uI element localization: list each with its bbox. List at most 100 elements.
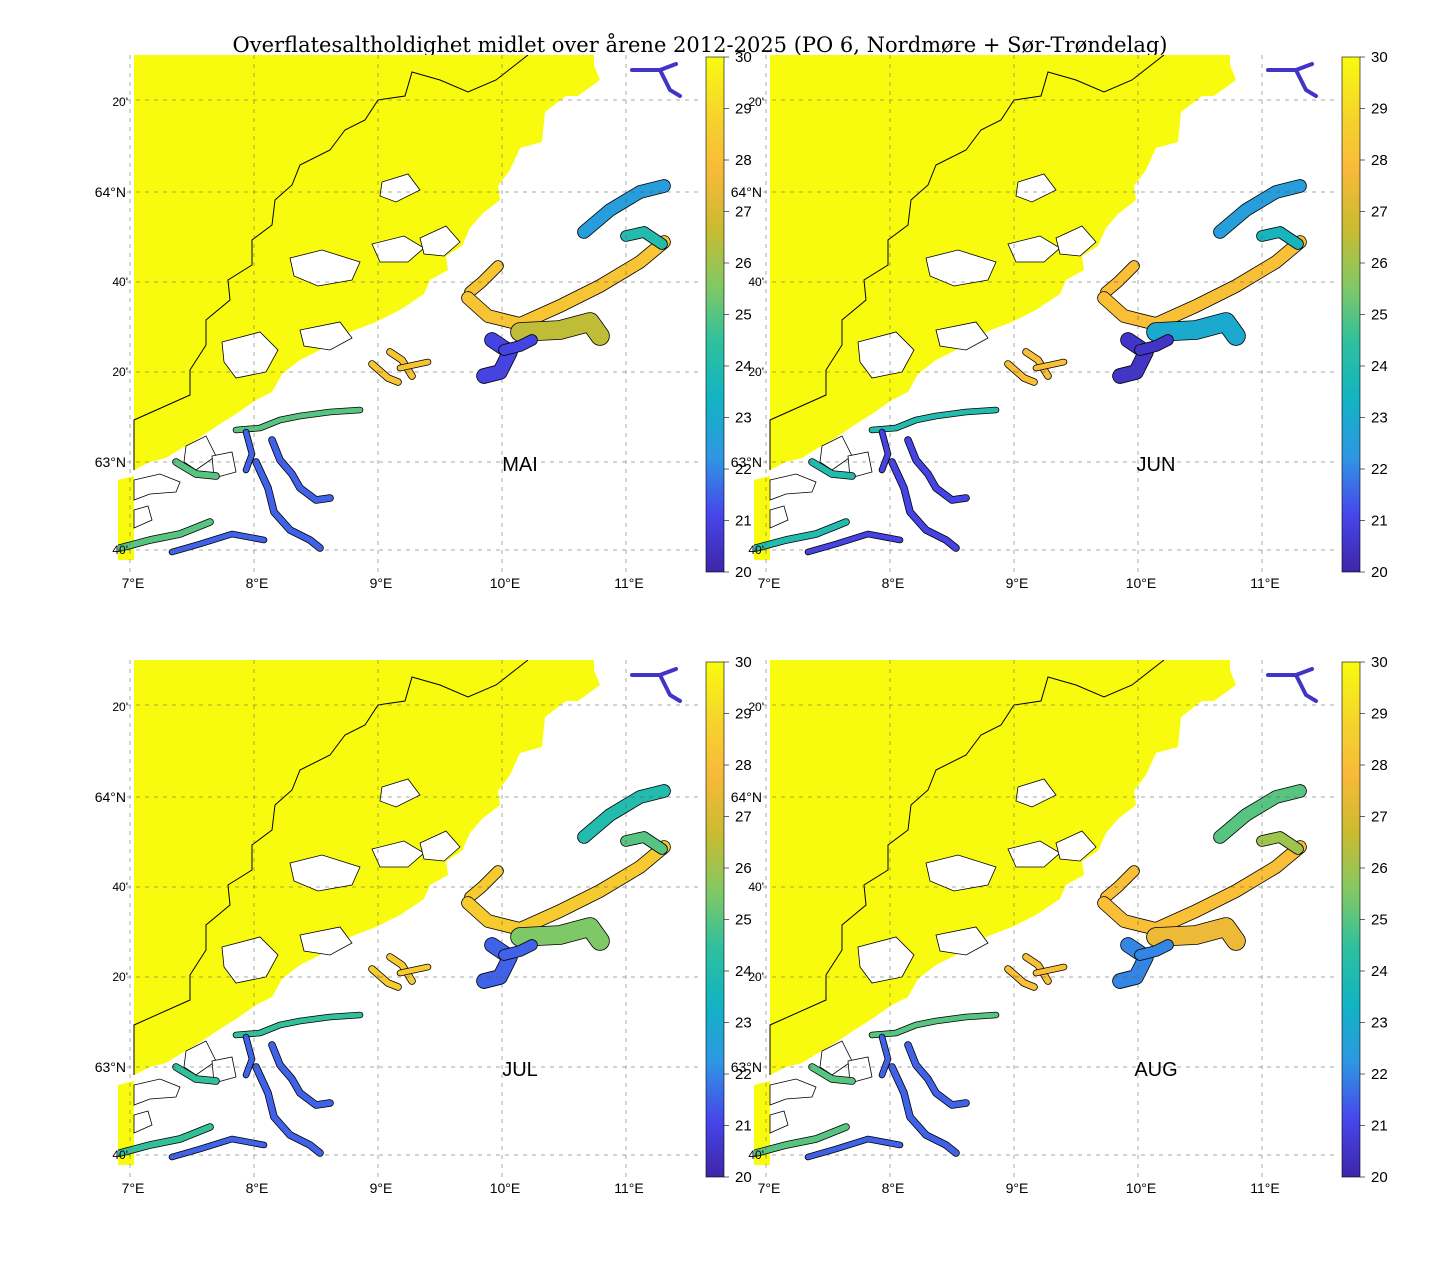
lat-tick-label: 64°N (731, 789, 762, 805)
lon-tick-label: 9°E (370, 575, 393, 591)
fjord-trondheimsfjord-inner (499, 335, 537, 355)
island-land (183, 1040, 217, 1076)
colorbar-tick-label: 23 (735, 410, 752, 427)
island-land (211, 451, 237, 479)
island-land (819, 1040, 853, 1076)
fjord-beitstadfjord (621, 832, 667, 854)
fjord-beitstadfjord (621, 227, 667, 249)
fjord-romsdal-south (118, 519, 213, 551)
colorbar-tick-label: 27 (735, 809, 752, 826)
fjord-sunndal-region (805, 531, 903, 555)
lat-minor-tick-label: 20' (748, 700, 764, 714)
fjord-north-inlet (630, 667, 682, 703)
island-land (299, 321, 353, 351)
island-land (1055, 225, 1097, 257)
lat-minor-tick-label: 40' (112, 1148, 128, 1162)
lon-tick-label: 10°E (1126, 1180, 1157, 1196)
fjord-sunndal-region (169, 531, 267, 555)
colorbar-tick-label: 30 (1371, 654, 1388, 671)
fjord-beitstadfjord (1257, 227, 1303, 249)
colorbar-tick-label: 26 (1371, 255, 1388, 272)
colorbar-tick-label: 25 (1371, 307, 1388, 324)
fjord-sunndal-region (889, 1064, 959, 1156)
fjord-trondheimsfjord-outer (387, 954, 415, 984)
lat-tick-label: 63°N (95, 454, 126, 470)
island-land (133, 1078, 181, 1106)
island-land (379, 778, 421, 808)
fjord-trondheimsfjord-outer (1023, 954, 1051, 984)
fjord-sunndal-region (889, 459, 959, 551)
colorbar-tick-label: 23 (1371, 410, 1388, 427)
colorbar-tick-label: 28 (735, 152, 752, 169)
fjord-trondheimsfjord-SE (511, 918, 609, 950)
fjord-trondheimsfjord-outer (462, 236, 670, 330)
lat-minor-tick-label: 40' (112, 543, 128, 557)
fjord-north-inlet (1266, 62, 1318, 98)
fjord-sunndal-region (269, 1042, 333, 1108)
fjord-outline (1097, 235, 1307, 331)
lat-minor-tick-label: 20' (112, 700, 128, 714)
fjord-romsdal-south (754, 519, 849, 551)
colorbar: 30 29 28 27 26 25 24 23 22 21 20 (1341, 49, 1388, 581)
colorbar-gradient (705, 56, 725, 573)
production-area-boundary (769, 660, 1165, 1075)
fjord-romsdal-south (809, 459, 855, 479)
lon-tick-label: 11°E (1250, 575, 1279, 591)
fjord-trondheimsfjord-outer (397, 964, 431, 976)
lon-tick-label: 10°E (1126, 575, 1157, 591)
lon-tick-label: 11°E (1250, 1180, 1279, 1196)
map-area (118, 660, 682, 1165)
lat-minor-tick-label: 20' (112, 365, 128, 379)
lon-tick-label: 9°E (1006, 1180, 1029, 1196)
lon-tick-label: 11°E (614, 1180, 643, 1196)
colorbar: 30 29 28 27 26 25 24 23 22 21 20 (705, 49, 752, 581)
lon-tick-label: 10°E (490, 1180, 521, 1196)
fjord-sunndal-region (169, 1136, 267, 1160)
production-area-boundary (133, 660, 529, 1075)
colorbar-tick-label: 23 (1371, 1015, 1388, 1032)
lon-tick-label: 8°E (246, 575, 269, 591)
fjord-moldefjord-NE (578, 180, 670, 238)
island-land (419, 225, 461, 257)
fjord-sunndal-region (879, 1034, 891, 1078)
colorbar-tick-label: 24 (735, 963, 752, 980)
fjord-moldefjord-NE (1214, 785, 1306, 843)
colorbar-gradient (1341, 56, 1361, 573)
fjord-trondheimsfjord-outer (1005, 966, 1037, 990)
colorbar-tick-label: 22 (735, 1066, 752, 1083)
lat-minor-tick-label: 20' (748, 95, 764, 109)
colorbar-gradient (705, 661, 725, 1178)
lat-minor-tick-label: 20' (748, 365, 764, 379)
fjord-outline (1097, 840, 1307, 936)
map-area (118, 55, 682, 560)
map-area (754, 55, 1318, 560)
lon-tick-label: 11°E (614, 575, 643, 591)
island-land (1055, 830, 1097, 862)
colorbar-tick-label: 26 (735, 860, 752, 877)
colorbar-tick-label: 20 (1371, 564, 1388, 581)
colorbar-tick-label: 24 (1371, 963, 1388, 980)
island-land (299, 926, 353, 956)
fjord-sunndal-region (805, 1136, 903, 1160)
lon-tick-label: 8°E (882, 1180, 905, 1196)
lat-tick-label: 64°N (731, 184, 762, 200)
fjord-romsdal-south (869, 1012, 999, 1038)
island-land (1007, 235, 1061, 263)
colorbar-tick-label: 25 (735, 307, 752, 324)
fjord-sunndal-region (905, 437, 969, 503)
fjord-sunndal-region (243, 1034, 255, 1078)
fjord-trondheimsfjord-outer (369, 966, 401, 990)
fjord-north-inlet (630, 62, 682, 98)
island-land (133, 473, 181, 501)
production-area-boundary (133, 55, 529, 470)
colorbar-tick-label: 22 (735, 461, 752, 478)
fjord-romsdal-south (809, 1064, 855, 1084)
lat-minor-tick-label: 20' (748, 970, 764, 984)
lat-minor-tick-label: 40' (748, 880, 764, 894)
island-land (769, 1078, 817, 1106)
colorbar-tick-label: 26 (1371, 860, 1388, 877)
colorbar-tick-label: 20 (1371, 1169, 1388, 1186)
figure-title: Overflatesaltholdighet midlet over årene… (233, 33, 1168, 57)
map-panel-aug: 7°E 8°E 9°E 10°E 11°E 64°N 63°N 20' 40' 20' 40' AUG… (731, 654, 1388, 1196)
